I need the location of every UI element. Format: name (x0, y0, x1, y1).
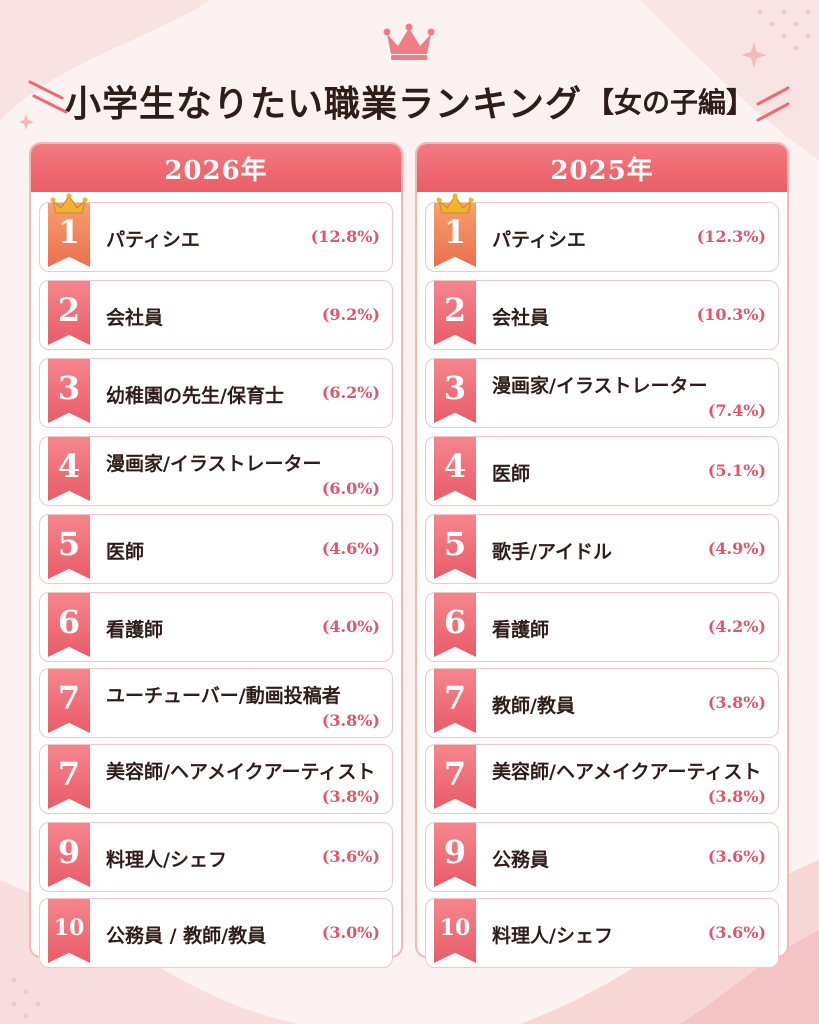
crown-icon (383, 23, 435, 60)
rank-ribbon: 7 (434, 745, 476, 809)
sparkle-lines-right-icon (741, 42, 790, 122)
job-name: 教師/教員 (492, 695, 575, 717)
rank-ribbon: 9 (434, 823, 476, 887)
sparkle-lines-left-icon (20, 80, 68, 130)
job-name: パティシエ (492, 229, 586, 251)
ranking-row: 9 料理人/シェフ (3.6%) (39, 822, 393, 892)
ranking-row: 2 会社員 (9.2%) (39, 280, 393, 350)
ranking-row: 10 公務員 / 教師/教員 (3.0%) (39, 898, 393, 968)
title-subtitle: 【女の子編】 (585, 86, 754, 119)
rank-ribbon: 5 (434, 515, 476, 579)
rank-ribbon: 9 (48, 823, 90, 887)
job-percentage: (3.6%) (707, 847, 766, 866)
rank-ribbon: 1 (434, 203, 476, 267)
job-percentage: (4.0%) (321, 617, 380, 636)
job-percentage: (7.4%) (707, 401, 766, 420)
job-percentage: (9.2%) (321, 305, 380, 324)
ranking-column-2026: 2026年 1 パティシエ (12.8%) 2 会社員 (9.2%) 3 幼稚園の先生/保育士… (29, 142, 403, 968)
job-name: 美容師/ヘアメイクアーティスト (492, 761, 762, 783)
column-year-header: 2026年 (31, 144, 401, 192)
job-percentage: (3.8%) (321, 787, 380, 806)
ranking-row: 7 ユーチューバー/動画投稿者 (3.8%) (39, 668, 393, 738)
ranking-row: 1 パティシエ (12.8%) (39, 193, 393, 272)
job-percentage: (3.8%) (707, 693, 766, 712)
rank-ribbon: 4 (48, 437, 90, 501)
job-name: 公務員 (492, 849, 550, 871)
job-name: 看護師 (106, 619, 164, 641)
rank-ribbon: 2 (48, 281, 90, 345)
job-percentage: (6.0%) (321, 479, 380, 498)
job-name: 歌手/アイドル (492, 541, 612, 563)
ranking-row: 10 料理人/シェフ (3.6%) (425, 898, 779, 968)
job-percentage: (12.8%) (310, 227, 380, 246)
rank-ribbon: 7 (434, 669, 476, 733)
rank-ribbon: 7 (48, 669, 90, 733)
job-percentage: (5.1%) (707, 461, 766, 480)
job-percentage: (3.0%) (321, 923, 380, 942)
rank-ribbon: 4 (434, 437, 476, 501)
ranking-row: 2 会社員 (10.3%) (425, 280, 779, 350)
job-name: 看護師 (492, 619, 550, 641)
ranking-row: 3 漫画家/イラストレーター (7.4%) (425, 358, 779, 428)
rank-ribbon: 3 (434, 359, 476, 423)
ranking-row: 6 看護師 (4.2%) (425, 592, 779, 662)
rank-ribbon: 7 (48, 745, 90, 809)
rank-ribbon: 10 (434, 899, 476, 963)
rank-ribbon: 6 (434, 593, 476, 657)
rank-ribbon: 5 (48, 515, 90, 579)
ranking-row: 7 教師/教員 (3.8%) (425, 668, 779, 738)
job-percentage: (3.8%) (321, 711, 380, 730)
ranking-row: 4 漫画家/イラストレーター (6.0%) (39, 436, 393, 506)
ranking-row: 3 幼稚園の先生/保育士 (6.2%) (39, 358, 393, 428)
rank-ribbon: 1 (48, 203, 90, 267)
job-name: 会社員 (492, 307, 550, 329)
page-title: 小学生なりたい職業ランキング 【女の子編】 (0, 70, 819, 132)
job-name: 漫画家/イラストレーター (492, 375, 708, 397)
job-name: 料理人/シェフ (106, 849, 227, 871)
title-main: 小学生なりたい職業ランキング (65, 83, 582, 125)
rank-ribbon: 2 (434, 281, 476, 345)
ranking-column-2025: 2025年 1 パティシエ (12.3%) 2 会社員 (10.3%) 3 漫画家/イラストレ… (415, 142, 789, 968)
job-percentage: (4.9%) (707, 539, 766, 558)
job-percentage: (3.6%) (321, 847, 380, 866)
job-name: 会社員 (106, 307, 164, 329)
ranking-row: 7 美容師/ヘアメイクアーティスト (3.8%) (425, 744, 779, 814)
job-percentage: (10.3%) (696, 305, 766, 324)
job-percentage: (3.8%) (707, 787, 766, 806)
ranking-row: 4 医師 (5.1%) (425, 436, 779, 506)
rank-ribbon: 3 (48, 359, 90, 423)
gold-crown-icon (436, 193, 474, 214)
job-percentage: (12.3%) (696, 227, 766, 246)
job-percentage: (3.6%) (707, 923, 766, 942)
ranking-row: 1 パティシエ (12.3%) (425, 193, 779, 272)
job-name: 漫画家/イラストレーター (106, 453, 322, 475)
rank-ribbon: 10 (48, 899, 90, 963)
job-name: 公務員 / 教師/教員 (106, 925, 267, 947)
job-name: 美容師/ヘアメイクアーティスト (106, 761, 376, 783)
ranking-row: 6 看護師 (4.0%) (39, 592, 393, 662)
ranking-row: 5 歌手/アイドル (4.9%) (425, 514, 779, 584)
job-percentage: (4.2%) (707, 617, 766, 636)
job-name: 料理人/シェフ (492, 925, 613, 947)
job-name: 医師 (492, 463, 531, 485)
job-name: 医師 (106, 541, 145, 563)
job-percentage: (4.6%) (321, 539, 380, 558)
job-name: 幼稚園の先生/保育士 (106, 385, 284, 407)
ranking-row: 9 公務員 (3.6%) (425, 822, 779, 892)
job-name: ユーチューバー/動画投稿者 (106, 685, 341, 707)
ranking-row: 5 医師 (4.6%) (39, 514, 393, 584)
ranking-row: 7 美容師/ヘアメイクアーティスト (3.8%) (39, 744, 393, 814)
job-name: パティシエ (106, 229, 200, 251)
gold-crown-icon (50, 193, 88, 214)
column-year-header: 2025年 (417, 144, 787, 192)
job-percentage: (6.2%) (321, 383, 380, 402)
rank-ribbon: 6 (48, 593, 90, 657)
